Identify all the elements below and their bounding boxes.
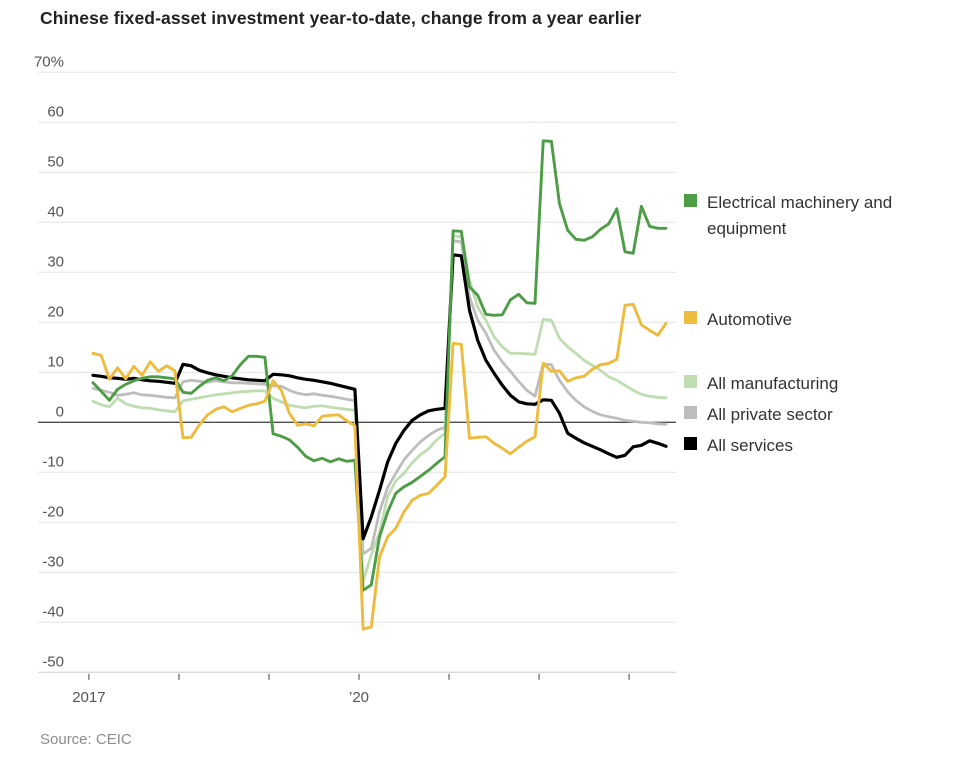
legend-item-all-services: All services bbox=[684, 433, 793, 459]
y-axis-tick-label: 0 bbox=[56, 403, 64, 420]
x-axis-tick-label: ’20 bbox=[349, 689, 369, 706]
legend-item-automotive: Automotive bbox=[684, 307, 792, 333]
legend-label: Automotive bbox=[707, 310, 793, 329]
y-axis-tick-label: 10 bbox=[47, 353, 64, 370]
series-line-electrical-machinery-and-equipment bbox=[91, 139, 668, 592]
legend-swatch-manufacturing bbox=[684, 375, 697, 388]
source-credit: Source: CEIC bbox=[40, 731, 132, 748]
y-axis-tick-label: -30 bbox=[42, 553, 64, 570]
legend-label: All manufacturing bbox=[707, 374, 839, 393]
legend-label: All private sector bbox=[707, 405, 833, 424]
y-axis-tick-label: 40 bbox=[47, 203, 64, 220]
chart-title: Chinese fixed-asset investment year-to-d… bbox=[40, 8, 642, 28]
y-axis-tick-label: -50 bbox=[42, 653, 64, 670]
legend-item-all-manufacturing: All manufacturing bbox=[684, 371, 838, 397]
series-line-automotive bbox=[91, 302, 668, 631]
y-axis-tick-label: 70% bbox=[34, 53, 64, 70]
legend-swatch-private bbox=[684, 406, 697, 419]
y-axis-tick-label: -40 bbox=[42, 603, 64, 620]
x-axis-tick-label: 2017 bbox=[72, 689, 105, 706]
legend-swatch-electrical bbox=[684, 194, 697, 207]
y-axis-tick-label: -10 bbox=[42, 453, 64, 470]
y-axis-tick-label: 30 bbox=[47, 253, 64, 270]
y-axis-tick-label: 20 bbox=[47, 303, 64, 320]
y-axis-tick-label: -20 bbox=[42, 503, 64, 520]
legend-item-all-private-sector: All private sector bbox=[684, 402, 833, 428]
y-axis-tick-label: 50 bbox=[47, 153, 64, 170]
legend-swatch-services bbox=[684, 437, 697, 450]
y-axis-tick-label: 60 bbox=[47, 103, 64, 120]
legend-item-electrical-machinery: Electrical machinery and equipment bbox=[684, 190, 969, 242]
series-line-all-private-sector bbox=[91, 239, 668, 556]
legend-swatch-automotive bbox=[684, 311, 697, 324]
series-line-all-services bbox=[91, 253, 668, 541]
legend-label: Electrical machinery and equipment bbox=[707, 193, 893, 238]
legend-label: All services bbox=[707, 436, 793, 455]
